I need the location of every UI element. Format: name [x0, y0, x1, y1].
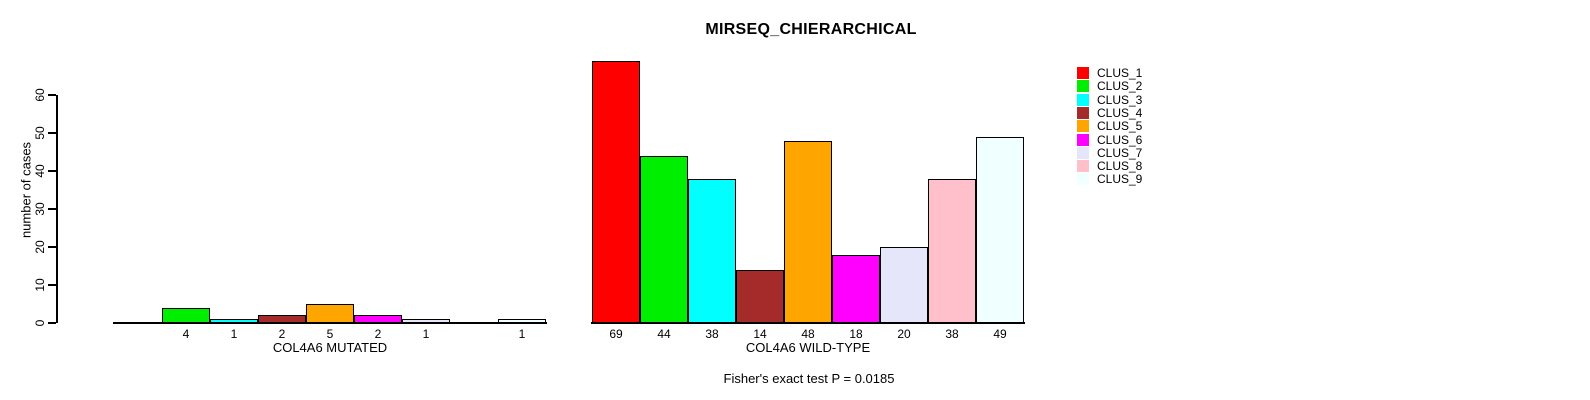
legend-label-clus_2: CLUS_2: [1097, 79, 1143, 94]
bar-value-label: 69: [609, 327, 623, 341]
y-axis-label: number of cases: [18, 141, 34, 239]
bar-value-label: 49: [993, 327, 1007, 341]
bar-clus_2: [162, 307, 210, 323]
bar-value-label: 5: [326, 327, 334, 341]
y-axis-line: [56, 95, 58, 323]
bar-clus_6: [832, 254, 880, 323]
y-axis-tick: [48, 94, 56, 96]
y-axis-tick-label: 60: [33, 88, 47, 102]
bar-clus_4: [258, 315, 306, 323]
y-axis-tick-label: 50: [33, 126, 47, 140]
bar-clus_7: [880, 247, 928, 323]
y-axis-tick: [48, 208, 56, 210]
bar-value-label: 38: [705, 327, 719, 341]
legend-swatch-clus_8: [1077, 160, 1089, 173]
bar-value-label: 1: [518, 327, 526, 341]
y-axis-tick-label: 0: [33, 319, 47, 327]
bar-value-label: 48: [801, 327, 815, 341]
bar-clus_1: [592, 60, 640, 323]
legend-label-clus_6: CLUS_6: [1097, 132, 1143, 147]
legend-label-clus_3: CLUS_3: [1097, 92, 1143, 107]
bar-clus_6: [354, 315, 402, 323]
legend-swatch-clus_3: [1077, 93, 1089, 106]
bar-value-label: 38: [945, 327, 959, 341]
bar-clus_9: [498, 319, 546, 323]
legend-label-clus_7: CLUS_7: [1097, 145, 1143, 160]
bar-clus_9: [976, 136, 1024, 323]
bar-clus_3: [688, 178, 736, 323]
bar-value-label: 2: [374, 327, 382, 341]
legend-label-clus_8: CLUS_8: [1097, 159, 1143, 174]
bar-clus_5: [784, 140, 832, 323]
legend-swatch-clus_4: [1077, 106, 1089, 119]
y-axis-tick-label: 10: [33, 278, 47, 292]
y-axis-tick: [48, 132, 56, 134]
bar-value-label: 2: [278, 327, 286, 341]
fisher-test-annotation: Fisher's exact test P = 0.0185: [723, 371, 895, 386]
x-axis-label-wildtype: COL4A6 WILD-TYPE: [745, 340, 871, 355]
bar-value-label: 44: [657, 327, 671, 341]
chart-title: MIRSEQ_CHIERARCHICAL: [705, 21, 917, 38]
bar-value-label: 14: [753, 327, 767, 341]
bar-clus_4: [736, 269, 784, 323]
bar-clus_2: [640, 155, 688, 323]
legend-swatch-clus_6: [1077, 133, 1089, 146]
legend-swatch-clus_5: [1077, 120, 1089, 133]
x-axis-label-mutated: COL4A6 MUTATED: [272, 340, 388, 355]
y-axis-tick-label: 40: [33, 164, 47, 178]
bar-value-label: 4: [182, 327, 190, 341]
y-axis-tick: [48, 170, 56, 172]
y-axis-tick-label: 20: [33, 240, 47, 254]
legend-label-clus_4: CLUS_4: [1097, 105, 1143, 120]
bar-clus_8: [928, 178, 976, 323]
bar-value-label: 20: [897, 327, 911, 341]
legend-swatch-clus_2: [1077, 80, 1089, 93]
bar-clus_7: [402, 319, 450, 323]
legend-swatch-clus_9: [1077, 173, 1089, 186]
legend-label-clus_1: CLUS_1: [1097, 66, 1143, 80]
y-axis-tick: [48, 322, 56, 324]
legend-swatch-clus_1: [1077, 67, 1089, 79]
bar-clus_3: [210, 319, 258, 323]
y-axis-tick-label: 30: [33, 202, 47, 216]
legend-swatch-clus_7: [1077, 146, 1089, 159]
bar-value-label: 18: [849, 327, 863, 341]
bar-clus_5: [306, 304, 354, 323]
legend-label-clus_9: CLUS_9: [1097, 172, 1143, 187]
bar-value-label: 1: [230, 327, 238, 341]
bar-value-label: 1: [422, 327, 430, 341]
y-axis-tick: [48, 246, 56, 248]
legend-label-clus_5: CLUS_5: [1097, 119, 1143, 134]
y-axis-tick: [48, 284, 56, 286]
